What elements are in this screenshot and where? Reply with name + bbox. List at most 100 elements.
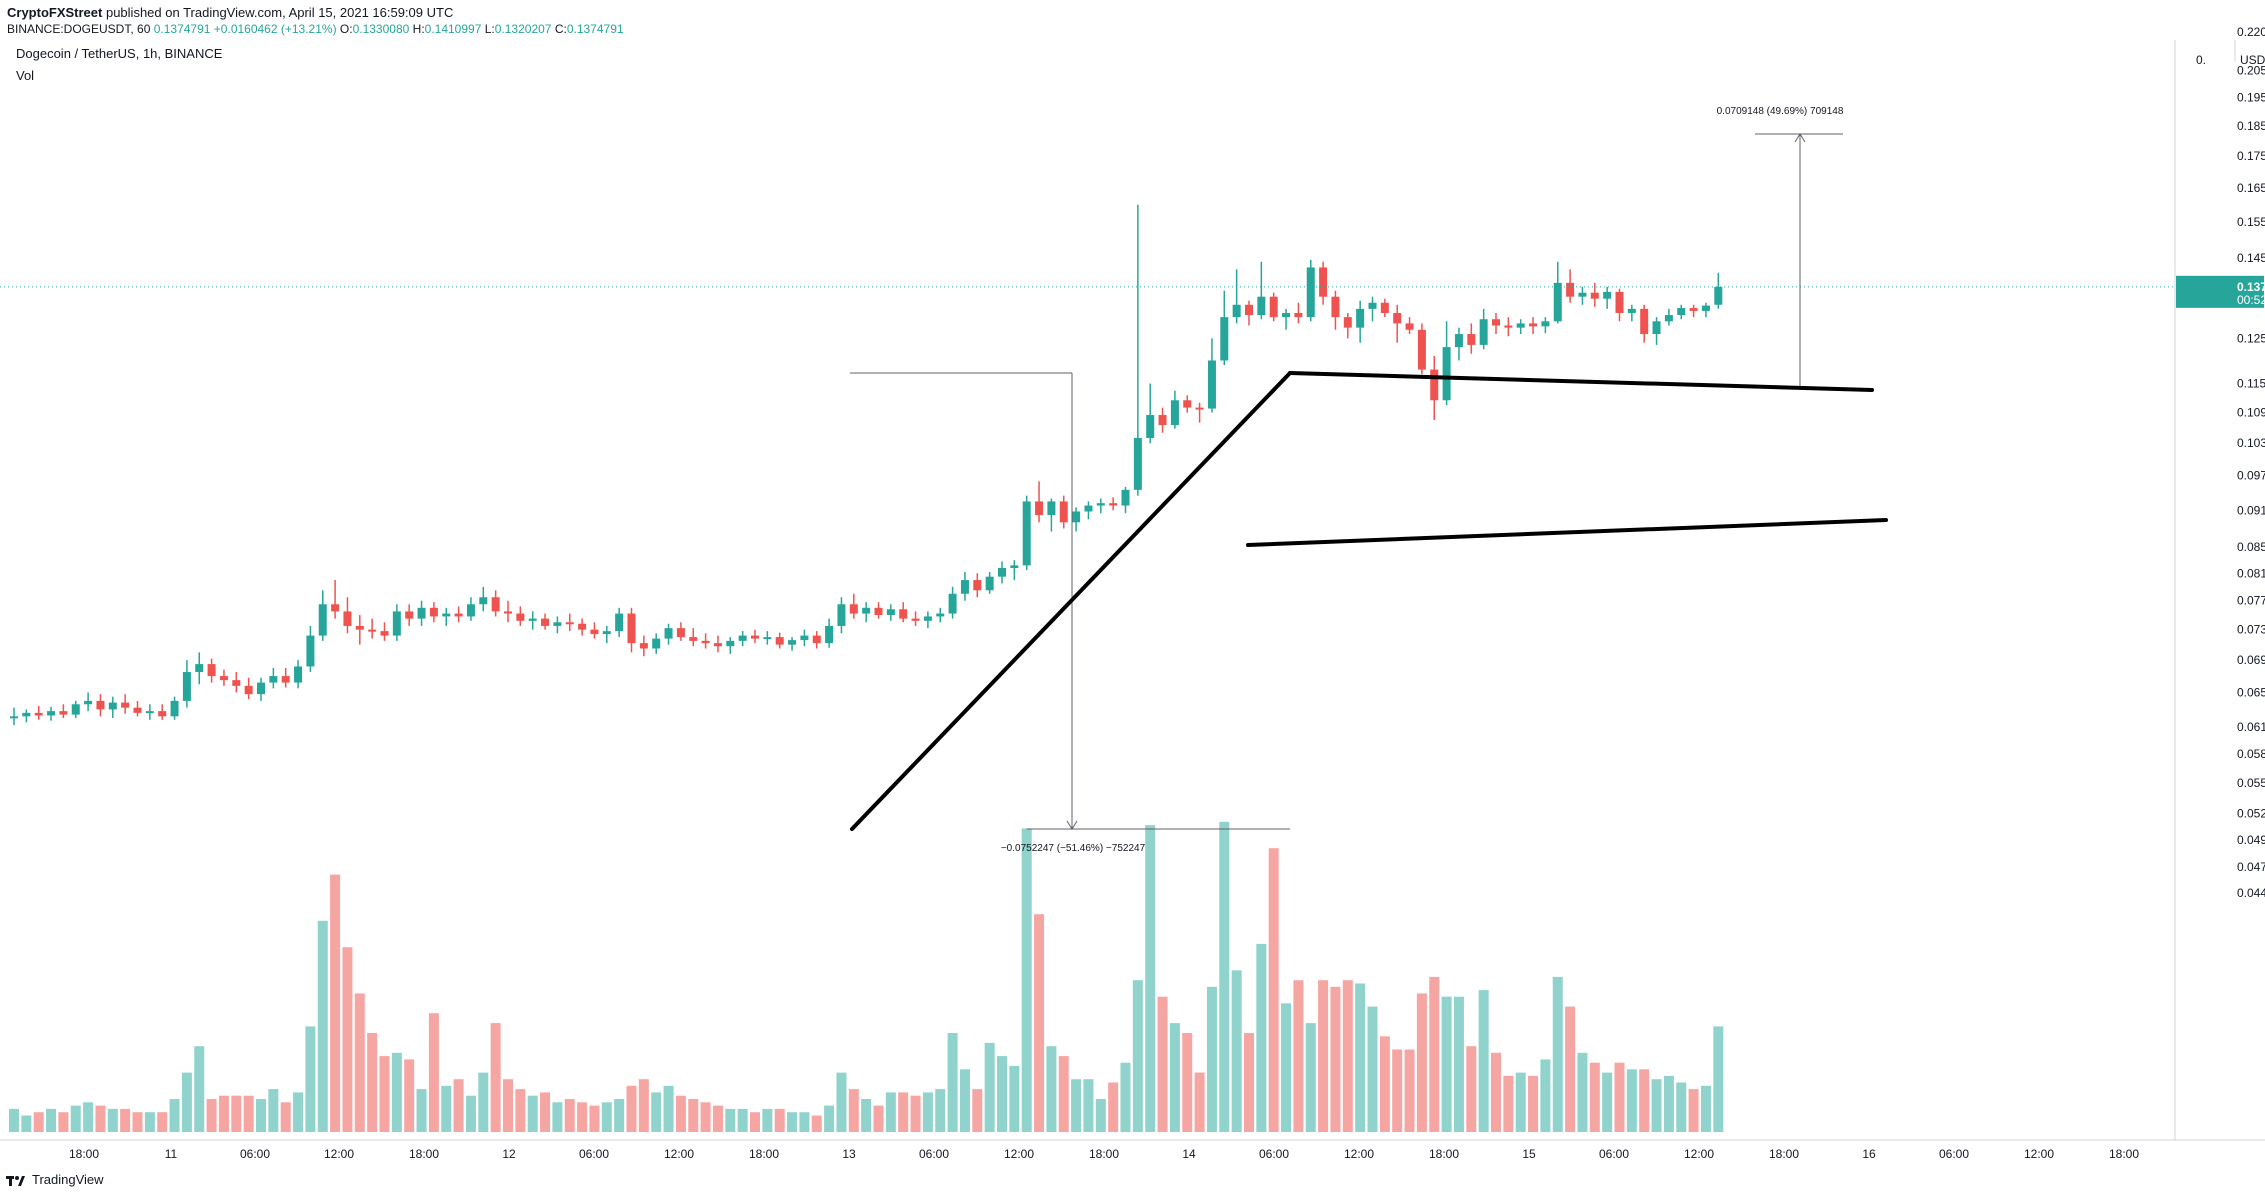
candle-body[interactable] (405, 611, 414, 619)
candle-body[interactable] (676, 628, 685, 638)
currency-label[interactable]: USDT (2240, 53, 2265, 67)
candle-body[interactable] (454, 613, 463, 617)
candle-body[interactable] (886, 609, 895, 615)
candle-body[interactable] (1640, 308, 1649, 335)
candle-body[interactable] (1652, 321, 1661, 335)
candle-body[interactable] (1603, 291, 1612, 299)
candle-body[interactable] (812, 635, 821, 644)
candle-body[interactable] (1368, 302, 1377, 309)
candle-body[interactable] (219, 676, 228, 681)
candle-body[interactable] (1269, 296, 1278, 318)
candle-body[interactable] (627, 613, 636, 644)
candle-body[interactable] (1492, 319, 1500, 326)
candle-body[interactable] (1566, 282, 1575, 297)
candle-body[interactable] (1356, 308, 1365, 328)
candle-body[interactable] (96, 700, 105, 710)
candle-body[interactable] (763, 637, 772, 640)
candle-body[interactable] (960, 580, 969, 594)
candle-body[interactable] (1109, 503, 1118, 506)
candle-body[interactable] (1504, 325, 1513, 328)
candle-body[interactable] (1245, 304, 1253, 316)
candle-body[interactable] (1072, 511, 1081, 523)
candle-body[interactable] (1701, 305, 1710, 311)
candle-body[interactable] (84, 700, 93, 705)
candle-body[interactable] (1183, 400, 1192, 408)
candle-body[interactable] (602, 631, 611, 635)
candle-body[interactable] (1380, 302, 1389, 313)
candle-body[interactable] (837, 604, 846, 626)
candle-body[interactable] (1689, 308, 1698, 311)
candle-body[interactable] (1331, 296, 1340, 318)
candle-body[interactable] (1430, 369, 1439, 401)
candle-body[interactable] (1282, 312, 1291, 318)
candle-body[interactable] (1553, 282, 1562, 322)
candle-body[interactable] (1232, 304, 1241, 318)
candle-body[interactable] (491, 597, 500, 612)
candle-body[interactable] (1529, 323, 1538, 327)
candle-body[interactable] (380, 631, 389, 636)
candle-body[interactable] (1615, 291, 1624, 313)
trendline-flag-upper[interactable] (1288, 371, 1874, 392)
candle-body[interactable] (726, 640, 735, 647)
candle-body[interactable] (71, 704, 80, 715)
candle-body[interactable] (652, 638, 661, 649)
candle-body[interactable] (1195, 407, 1204, 410)
candle-body[interactable] (998, 567, 1006, 577)
candle-body[interactable] (1714, 286, 1723, 305)
candle-body[interactable] (417, 607, 426, 619)
candle-body[interactable] (1294, 312, 1303, 318)
candle-body[interactable] (528, 618, 537, 621)
candle-body[interactable] (689, 637, 698, 641)
candle-body[interactable] (1677, 308, 1686, 316)
candle-body[interactable] (1479, 319, 1488, 345)
candle-body[interactable] (306, 635, 315, 667)
candle-body[interactable] (1170, 400, 1179, 426)
candle-body[interactable] (1146, 415, 1155, 438)
candle-body[interactable] (1393, 312, 1402, 324)
candle-body[interactable] (985, 576, 994, 591)
candle-body[interactable] (751, 635, 759, 639)
candle-body[interactable] (1442, 347, 1451, 401)
candle-body[interactable] (849, 604, 858, 614)
candle-body[interactable] (664, 628, 673, 639)
candle-body[interactable] (504, 611, 512, 614)
tradingview-footer[interactable]: TradingView (6, 1172, 104, 1188)
candle-body[interactable] (578, 623, 587, 630)
candle-body[interactable] (1417, 329, 1426, 370)
candle-body[interactable] (429, 607, 438, 617)
candle-body[interactable] (269, 676, 278, 683)
candle-body[interactable] (1454, 334, 1463, 348)
candle-body[interactable] (47, 711, 56, 716)
candle-body[interactable] (615, 613, 624, 632)
candle-body[interactable] (800, 635, 809, 641)
candle-body[interactable] (1257, 296, 1266, 316)
candle-body[interactable] (713, 643, 722, 647)
candle-body[interactable] (516, 613, 525, 621)
candle-body[interactable] (911, 618, 920, 621)
candle-body[interactable] (331, 604, 340, 612)
candle-body[interactable] (281, 676, 290, 683)
candle-body[interactable] (639, 643, 648, 649)
candle-body[interactable] (1516, 323, 1525, 328)
candle-body[interactable] (343, 611, 352, 626)
candle-body[interactable] (442, 613, 451, 617)
candle-body[interactable] (368, 629, 377, 632)
candle-body[interactable] (874, 607, 883, 615)
trendline-flagpole[interactable] (850, 371, 1292, 831)
candle-body[interactable] (195, 664, 204, 673)
candle-body[interactable] (1047, 501, 1056, 516)
candle-body[interactable] (1207, 360, 1216, 409)
candle-body[interactable] (392, 611, 401, 636)
candle-body[interactable] (145, 711, 154, 714)
candle-body[interactable] (565, 622, 574, 625)
candle-body[interactable] (541, 618, 550, 626)
candle-body[interactable] (738, 635, 747, 641)
candle-body[interactable] (34, 712, 43, 716)
candle-body[interactable] (899, 609, 908, 619)
candle-body[interactable] (355, 625, 364, 630)
candle-body[interactable] (1220, 317, 1229, 361)
candle-body[interactable] (318, 604, 327, 636)
candle-body[interactable] (825, 625, 834, 644)
candle-body[interactable] (1578, 292, 1587, 297)
